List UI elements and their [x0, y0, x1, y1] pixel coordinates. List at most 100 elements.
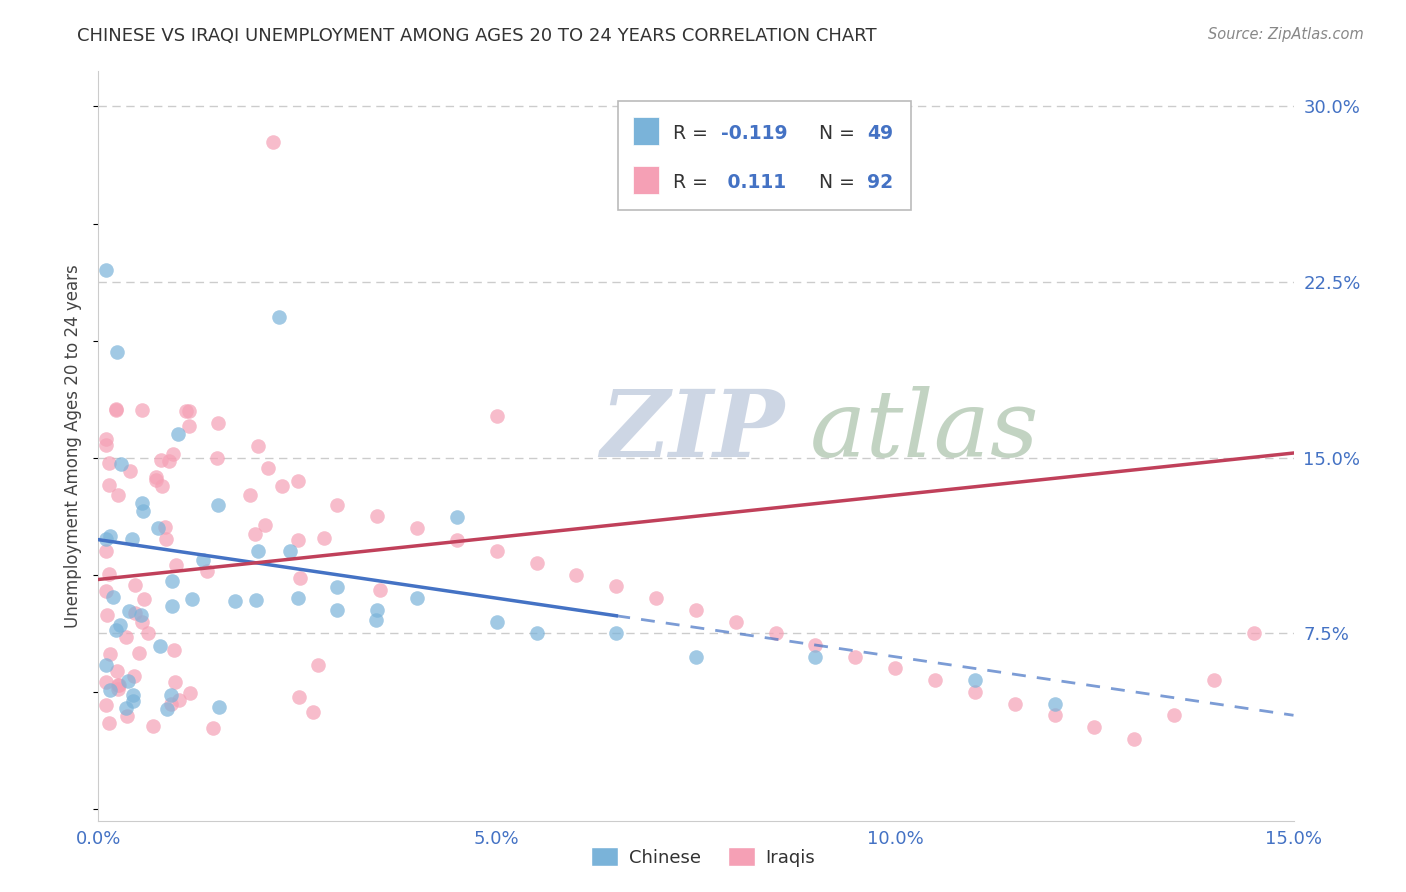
Point — [108, 617, 131, 632]
Point — [132, 592, 155, 607]
Point — [120, 464, 142, 478]
Point — [446, 533, 468, 547]
Point — [96, 438, 118, 452]
Bar — [633, 166, 659, 194]
Point — [117, 674, 139, 689]
Point — [104, 624, 127, 638]
Point — [406, 591, 429, 606]
Point — [96, 698, 118, 712]
Point — [105, 402, 128, 417]
Point — [145, 470, 167, 484]
Point — [162, 574, 184, 589]
Point — [107, 488, 129, 502]
Point — [115, 630, 138, 644]
Point — [167, 692, 190, 706]
Point — [287, 533, 309, 547]
Point — [685, 649, 707, 664]
Point — [243, 527, 266, 541]
Point — [145, 473, 167, 487]
Point — [1083, 720, 1105, 734]
Legend: Chinese, Iraqis: Chinese, Iraqis — [583, 840, 823, 874]
Point — [96, 263, 118, 277]
Point — [124, 669, 146, 683]
Point — [131, 496, 153, 510]
Point — [526, 556, 548, 570]
Point — [326, 580, 349, 594]
Point — [1043, 708, 1066, 723]
Point — [105, 665, 128, 679]
Point — [131, 615, 153, 630]
Point — [101, 590, 124, 604]
Point — [326, 498, 349, 512]
Bar — [619, 102, 911, 210]
Point — [326, 603, 349, 617]
Point — [163, 642, 186, 657]
Point — [1202, 673, 1225, 688]
Point — [924, 673, 946, 688]
Point — [287, 591, 309, 606]
Point — [290, 571, 312, 585]
Point — [98, 456, 121, 470]
Point — [205, 450, 228, 465]
Point — [246, 544, 269, 558]
Point — [605, 626, 627, 640]
Point — [155, 702, 177, 716]
Point — [124, 578, 146, 592]
Point — [118, 604, 141, 618]
Point — [98, 567, 121, 582]
Point — [446, 509, 468, 524]
Point — [202, 721, 225, 735]
Point — [162, 447, 184, 461]
Point — [124, 606, 146, 620]
Point — [96, 432, 118, 446]
Point — [159, 454, 181, 468]
Point — [267, 310, 290, 325]
Point — [155, 520, 177, 534]
Point — [177, 403, 200, 417]
Point — [246, 439, 269, 453]
Point — [107, 682, 129, 697]
Point — [1004, 697, 1026, 711]
Point — [366, 509, 388, 524]
Point — [163, 675, 186, 690]
Point — [245, 593, 267, 607]
Point — [98, 529, 121, 543]
Point — [307, 657, 329, 672]
Point — [97, 715, 120, 730]
Y-axis label: Unemployment Among Ages 20 to 24 years: Unemployment Among Ages 20 to 24 years — [65, 264, 83, 628]
Point — [685, 603, 707, 617]
Point — [110, 457, 132, 471]
Text: R =: R = — [673, 173, 714, 193]
Point — [98, 477, 121, 491]
Point — [1243, 626, 1265, 640]
Point — [844, 649, 866, 664]
Point — [963, 673, 986, 688]
Point — [138, 625, 160, 640]
Point — [174, 404, 197, 418]
Point — [105, 402, 128, 417]
Point — [122, 688, 145, 702]
Point — [256, 461, 278, 475]
Point — [287, 474, 309, 488]
Point — [148, 521, 170, 535]
Point — [207, 498, 229, 512]
Point — [253, 517, 276, 532]
Point — [160, 697, 183, 711]
Point — [207, 416, 229, 430]
Point — [1043, 697, 1066, 711]
Point — [180, 591, 202, 606]
Point — [804, 649, 827, 664]
Point — [96, 607, 118, 622]
Point — [177, 418, 200, 433]
Point — [724, 615, 747, 629]
Point — [179, 686, 201, 700]
Point — [121, 532, 143, 546]
Point — [1123, 731, 1146, 746]
Point — [1163, 708, 1185, 723]
Point — [239, 488, 262, 502]
Point — [270, 479, 292, 493]
Point — [150, 452, 173, 467]
Point — [302, 705, 325, 719]
Point — [160, 599, 183, 613]
Point — [96, 532, 118, 546]
